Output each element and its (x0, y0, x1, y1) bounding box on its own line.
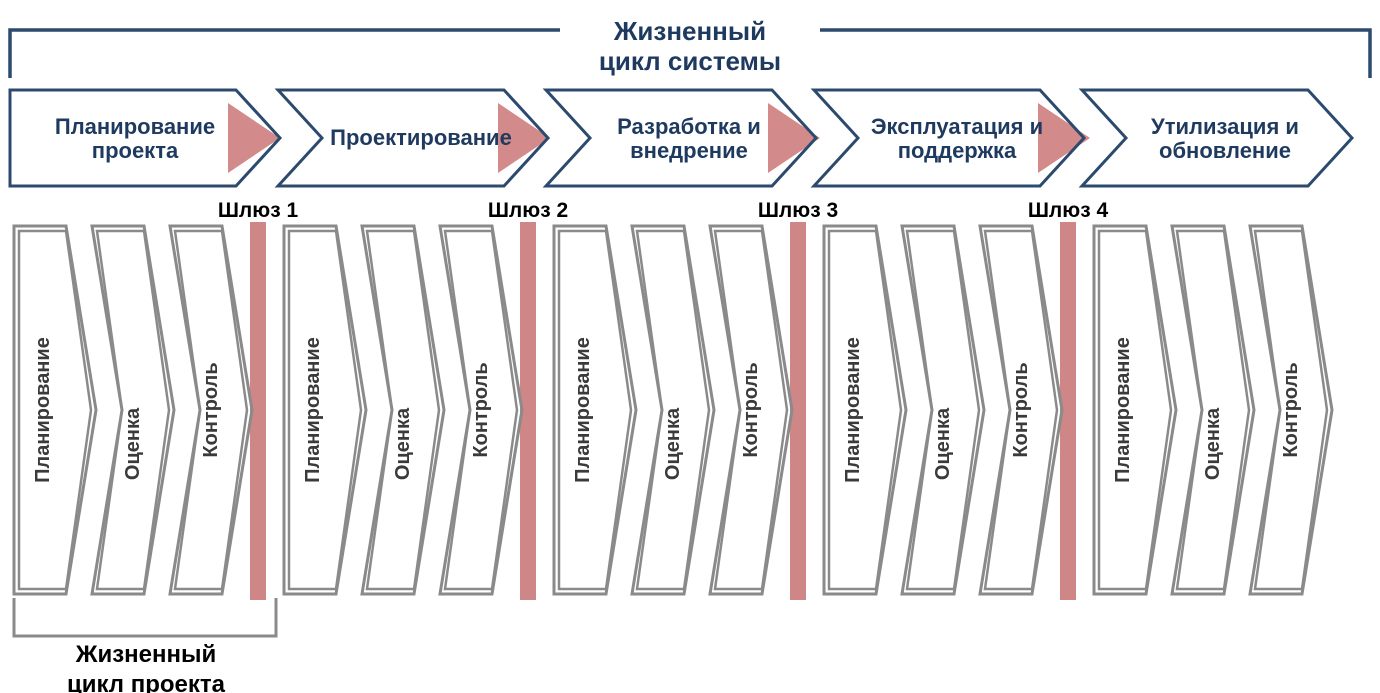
phase-label-3-l1: Разработка и (617, 114, 761, 139)
sub-label-g2-3: Контроль (470, 362, 492, 457)
sub-label-g3-1: Планирование (572, 337, 594, 483)
gate-label-4: Шлюз 4 (1028, 199, 1109, 222)
sub-label-g1-1: Планирование (32, 337, 54, 483)
phase-label-5-l2: обновление (1159, 138, 1291, 163)
gate-label-2: Шлюз 2 (488, 199, 568, 222)
gate-label-1: Шлюз 1 (218, 199, 299, 222)
sub-label-g2-2: Оценка (392, 407, 414, 480)
diagram-canvas: Жизненныйцикл системыПланированиепроекта… (0, 0, 1380, 693)
sub-label-g2-1: Планирование (302, 337, 324, 483)
phase-label-1-l1: Планирование (55, 114, 215, 139)
sub-label-g1-3: Контроль (200, 362, 222, 457)
bottom-title-line2: цикл проекта (67, 671, 226, 693)
sub-label-g3-3: Контроль (740, 362, 762, 457)
sub-label-g4-2: Оценка (932, 407, 954, 480)
phase-label-4-l2: поддержка (898, 138, 1017, 163)
top-title-line2: цикл системы (599, 46, 781, 76)
sub-label-g3-2: Оценка (662, 407, 684, 480)
phase-label-2: Проектирование (330, 125, 512, 150)
sub-label-g4-3: Контроль (1010, 362, 1032, 457)
sub-label-g5-2: Оценка (1202, 407, 1224, 480)
sub-label-g5-3: Контроль (1280, 362, 1302, 457)
phase-label-4-l1: Эксплуатация и (871, 114, 1043, 139)
phase-label-5-l1: Утилизация и (1151, 114, 1299, 139)
top-title-line1: Жизненный (613, 16, 766, 46)
sub-label-g4-1: Планирование (842, 337, 864, 483)
phase-label-3-l2: внедрение (630, 138, 748, 163)
gate-label-3: Шлюз 3 (758, 199, 838, 222)
phase-label-1-l2: проекта (92, 138, 179, 163)
sub-label-g1-2: Оценка (122, 407, 144, 480)
sub-label-g5-1: Планирование (1112, 337, 1134, 483)
bottom-title-line1: Жизненный (75, 641, 216, 668)
